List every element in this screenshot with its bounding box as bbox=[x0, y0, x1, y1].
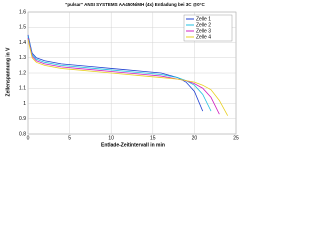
y-tick-label: 1.6 bbox=[19, 9, 26, 15]
series-line bbox=[27, 36, 212, 112]
legend-label: Zelle 4 bbox=[196, 34, 211, 40]
x-tick-label: 20 bbox=[192, 135, 198, 141]
y-tick-label: 1 bbox=[23, 101, 26, 107]
x-tick-label: 5 bbox=[68, 135, 71, 141]
y-tick-label: 0.9 bbox=[19, 116, 26, 122]
y-axis-label: Zellenspannung in V bbox=[5, 47, 11, 97]
x-axis-label: Entlade-Zeitintervall in min bbox=[101, 142, 165, 148]
series-line bbox=[27, 37, 220, 115]
x-tick-label: 10 bbox=[108, 135, 114, 141]
y-tick-label: 0.8 bbox=[19, 131, 26, 137]
legend-label: Zelle 2 bbox=[196, 22, 211, 28]
series-line bbox=[27, 39, 229, 116]
legend-label: Zelle 3 bbox=[196, 28, 211, 34]
series-line bbox=[27, 34, 204, 112]
y-tick-label: 1.1 bbox=[19, 86, 26, 92]
legend-label: Zelle 1 bbox=[196, 16, 211, 22]
chart: "pulsar" ANSI SYSTEMS AA450NiMH (4x) Ent… bbox=[0, 0, 242, 150]
y-tick-label: 1.3 bbox=[19, 55, 26, 61]
x-tick-label: 0 bbox=[27, 135, 30, 141]
y-tick-label: 1.5 bbox=[19, 25, 26, 31]
chart-title: "pulsar" ANSI SYSTEMS AA450NiMH (4x) Ent… bbox=[65, 2, 205, 7]
x-tick-label: 25 bbox=[233, 135, 239, 141]
x-tick-label: 15 bbox=[150, 135, 156, 141]
y-tick-label: 1.4 bbox=[19, 40, 26, 46]
y-tick-label: 1.2 bbox=[19, 70, 26, 76]
